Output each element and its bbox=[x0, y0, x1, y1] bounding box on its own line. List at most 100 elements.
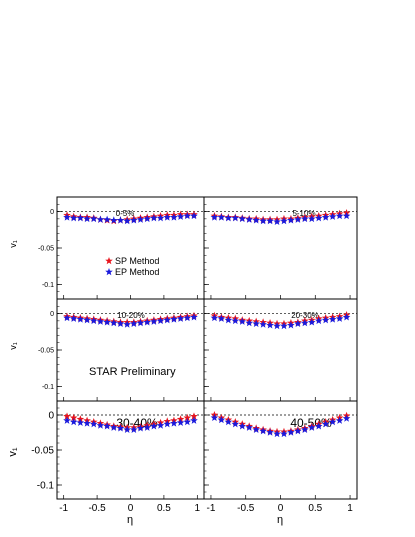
ep-point bbox=[109, 216, 118, 224]
panels-group: 0 -0.05 -0.1 0-5% 5-10% 0 -0.05 -0.1 10-20% 20-30… bbox=[31, 196, 358, 514]
legend-ep-marker bbox=[105, 268, 113, 276]
ep-point bbox=[150, 214, 158, 222]
ep-point bbox=[301, 425, 309, 433]
ylabel-row-3: v₁ bbox=[7, 447, 19, 457]
legend-ep-label: EP Method bbox=[115, 267, 159, 277]
ep-point bbox=[183, 313, 192, 322]
y-tick-label: -0.05 bbox=[38, 245, 54, 252]
ep-point bbox=[96, 421, 105, 429]
ep-point bbox=[109, 423, 118, 431]
panel-frame bbox=[203, 196, 358, 300]
ep-point bbox=[163, 316, 172, 324]
xlabel-left: η bbox=[127, 514, 133, 526]
ep-point bbox=[123, 320, 131, 328]
ep-point bbox=[76, 214, 85, 222]
ep-point bbox=[231, 316, 240, 325]
ep-point bbox=[231, 420, 240, 428]
ep-point bbox=[143, 214, 152, 223]
ep-point bbox=[63, 213, 71, 221]
ep-point bbox=[176, 212, 185, 220]
ep-point bbox=[301, 319, 309, 327]
ep-point bbox=[176, 314, 185, 322]
ep-point bbox=[96, 317, 105, 325]
ep-point bbox=[156, 214, 165, 222]
legend: SP Method EP Method bbox=[105, 256, 159, 277]
ep-point bbox=[287, 216, 295, 224]
ep-point bbox=[224, 316, 233, 324]
ep-point bbox=[170, 315, 178, 323]
ep-point bbox=[294, 319, 302, 328]
ep-point bbox=[109, 319, 118, 327]
ep-point bbox=[116, 424, 125, 432]
ep-point bbox=[103, 422, 111, 430]
ep-point bbox=[116, 216, 125, 224]
ep-point bbox=[89, 420, 98, 428]
ep-point bbox=[156, 316, 165, 325]
ep-point bbox=[252, 216, 260, 224]
ep-point bbox=[301, 214, 309, 223]
ep-point bbox=[130, 425, 138, 433]
sp-point bbox=[190, 412, 198, 420]
ep-point bbox=[103, 318, 111, 326]
x-tick-label: -1 bbox=[207, 503, 216, 514]
x-tick-label: 1 bbox=[195, 503, 201, 514]
ep-point bbox=[252, 425, 260, 433]
x-tick-label: 0.5 bbox=[157, 503, 171, 514]
legend-sp-label: SP Method bbox=[115, 256, 159, 266]
sp-point bbox=[69, 413, 78, 422]
ep-point bbox=[224, 214, 233, 222]
ep-point bbox=[335, 416, 344, 424]
ep-point bbox=[76, 418, 85, 426]
ep-point bbox=[252, 319, 260, 328]
ep-point bbox=[335, 211, 344, 220]
y-tick-label: 0 bbox=[50, 311, 54, 318]
ep-point bbox=[150, 422, 158, 430]
series-ep bbox=[210, 413, 351, 438]
ep-point bbox=[63, 416, 71, 424]
x-tick-label: 0 bbox=[278, 503, 284, 514]
x-tick-label: -0.5 bbox=[237, 503, 255, 514]
ep-point bbox=[321, 213, 330, 221]
ep-point bbox=[307, 318, 316, 326]
x-tick-label: 0 bbox=[128, 503, 134, 514]
panel-6: -1 -0.5 0 0.5 1 40-50% bbox=[203, 400, 358, 514]
centrality-label: 20-30% bbox=[291, 311, 319, 320]
ep-point bbox=[83, 214, 91, 223]
ep-point bbox=[190, 313, 198, 321]
ep-point bbox=[307, 423, 316, 431]
ep-point bbox=[224, 418, 233, 426]
ep-point bbox=[342, 211, 351, 220]
y-tick-label: -0.05 bbox=[38, 347, 54, 354]
ep-point bbox=[259, 217, 267, 225]
ep-point bbox=[245, 423, 254, 431]
ep-point bbox=[231, 214, 240, 222]
ep-point bbox=[116, 319, 125, 328]
x-tick-label: 1 bbox=[347, 503, 353, 514]
series-ep bbox=[210, 313, 351, 330]
ep-point bbox=[294, 427, 302, 435]
ep-point bbox=[287, 321, 295, 329]
ep-point bbox=[143, 318, 152, 326]
ep-point bbox=[342, 313, 351, 321]
ep-point bbox=[130, 319, 138, 328]
y-tick-label: -0.1 bbox=[42, 384, 54, 391]
y-tick-label: -0.05 bbox=[31, 446, 54, 457]
ep-point bbox=[217, 213, 226, 221]
series-ep bbox=[63, 211, 198, 225]
ep-point bbox=[314, 422, 323, 430]
ep-point bbox=[273, 217, 281, 226]
ep-point bbox=[266, 217, 274, 225]
ep-point bbox=[245, 215, 254, 223]
ep-point bbox=[307, 214, 316, 223]
ep-point bbox=[83, 316, 91, 324]
x-tick-label: -1 bbox=[59, 503, 68, 514]
ep-point bbox=[190, 416, 198, 424]
ep-point bbox=[217, 314, 226, 322]
ep-point bbox=[266, 428, 274, 436]
ep-point bbox=[170, 213, 178, 221]
centrality-label: 0-5% bbox=[116, 209, 135, 218]
ep-point bbox=[63, 313, 71, 322]
ep-point bbox=[321, 420, 330, 428]
sp-point bbox=[63, 412, 71, 420]
